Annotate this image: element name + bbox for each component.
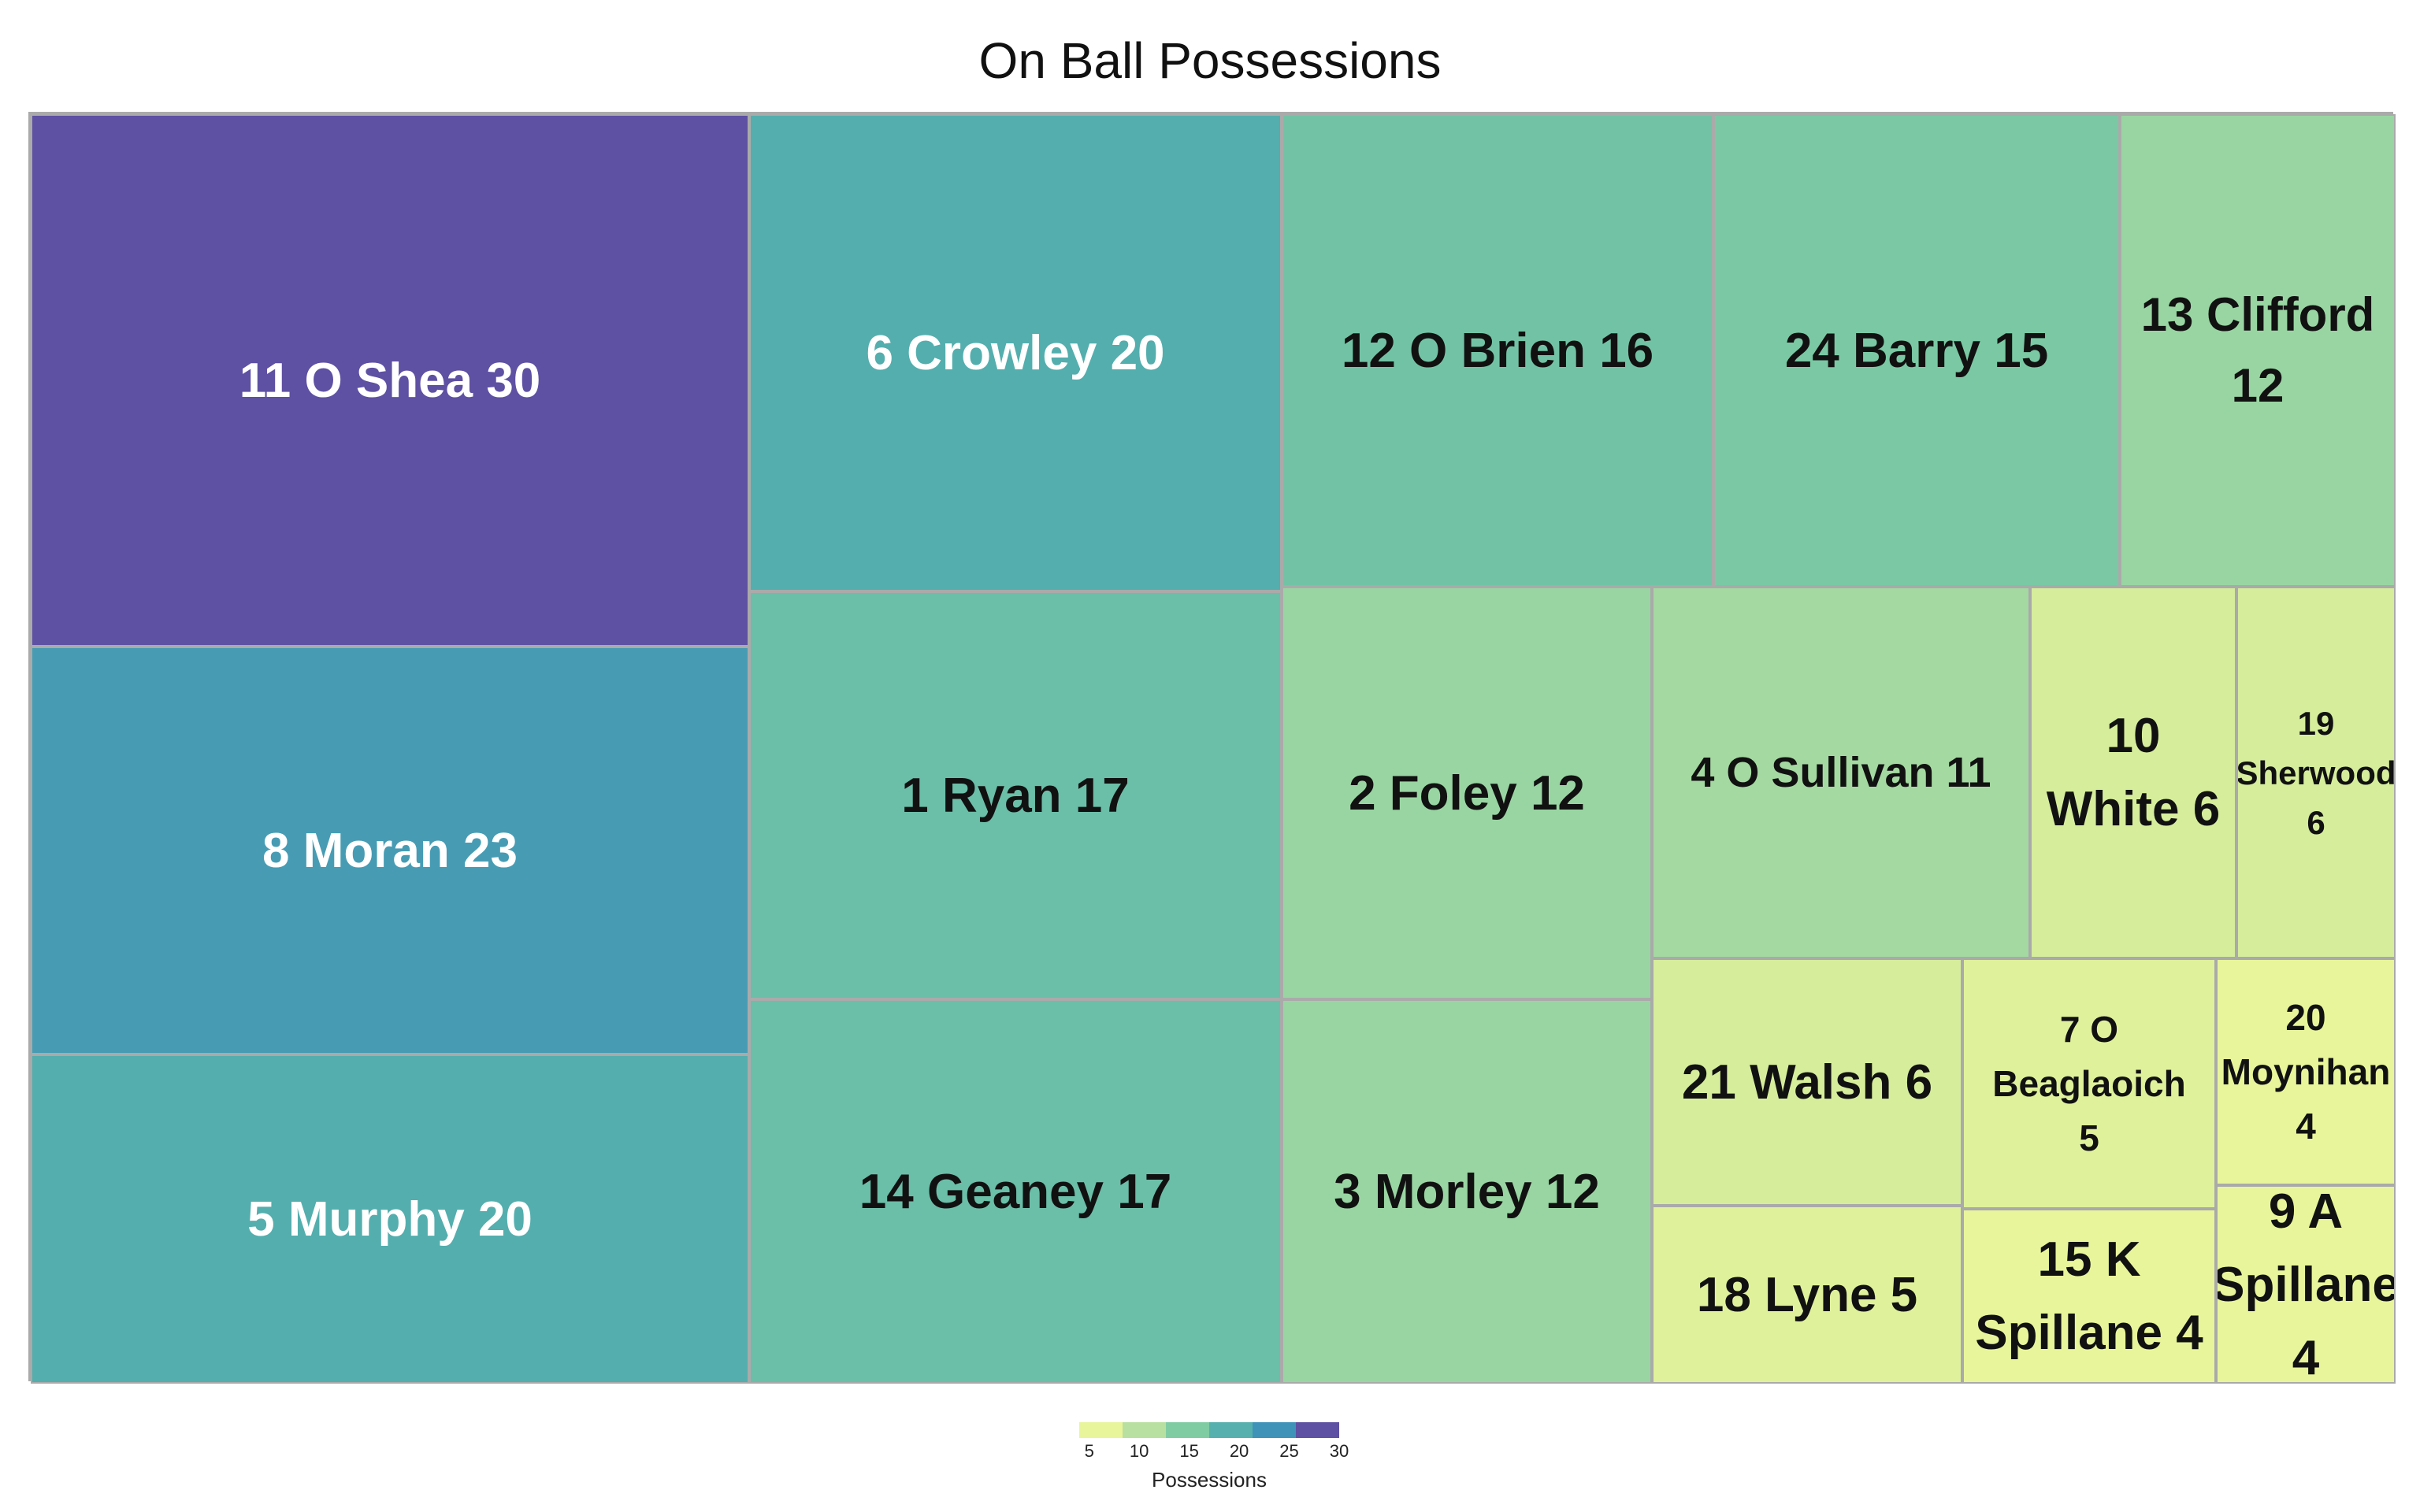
- legend-ticks: 5 10 15 20 25 30: [1079, 1441, 1349, 1468]
- tile-label: 24 Barry 15: [1784, 323, 2049, 378]
- tile-label: 3 Morley 12: [1334, 1164, 1600, 1219]
- legend-swatch: [1253, 1422, 1296, 1438]
- treemap-tile: 1 Ryan 17: [749, 591, 1282, 999]
- treemap-tile: 12 O Brien 16: [1282, 114, 1713, 587]
- chart-title: On Ball Possessions: [978, 32, 1442, 89]
- legend-tick-label: 20: [1229, 1441, 1249, 1461]
- legend-color-bar: [1079, 1422, 1339, 1438]
- tile-label: 14 Geaney 17: [859, 1164, 1172, 1219]
- legend-swatch: [1166, 1422, 1209, 1438]
- legend-tick-label: 5: [1084, 1441, 1094, 1461]
- treemap-tile: 10 White 6: [2030, 587, 2236, 958]
- treemap-tile: 2 Foley 12: [1282, 587, 1652, 999]
- treemap-tile: 15 K Spillane 4: [1962, 1209, 2216, 1384]
- treemap-tile: 7 O Beaglaoich 5: [1962, 958, 2216, 1209]
- legend-swatch: [1123, 1422, 1166, 1438]
- tile-label: 13 Clifford 12: [2140, 288, 2375, 412]
- treemap-tile: 19 Sherwood 6: [2236, 587, 2396, 958]
- legend-tick-label: 30: [1329, 1441, 1349, 1461]
- legend-tick-label: 15: [1179, 1441, 1199, 1461]
- tile-label: 4 O Sullivan 11: [1691, 748, 1991, 796]
- treemap-tile: 9 A Spillane 4: [2216, 1185, 2396, 1384]
- tile-label: 10 White 6: [2046, 709, 2221, 836]
- tile-label: 7 O Beaglaoich 5: [1992, 1008, 2186, 1158]
- treemap-tile: 21 Walsh 6: [1652, 958, 1962, 1206]
- tile-label: 1 Ryan 17: [901, 768, 1130, 823]
- treemap-tile: 4 O Sullivan 11: [1652, 587, 2030, 958]
- treemap-tile: 8 Moran 23: [31, 647, 749, 1054]
- treemap-tile: 20 Moynihan 4: [2216, 958, 2396, 1185]
- tile-label: 11 O Shea 30: [239, 353, 541, 408]
- treemap-tile: 13 Clifford 12: [2120, 114, 2396, 587]
- tile-label: 6 Crowley 20: [866, 325, 1165, 380]
- tile-label: 5 Murphy 20: [247, 1191, 533, 1247]
- tile-label: 2 Foley 12: [1349, 765, 1585, 821]
- treemap: 11 O Shea 30 8 Moran 23 5 Murphy 20 6 Crowl…: [28, 112, 2396, 1384]
- legend-swatch: [1209, 1422, 1253, 1438]
- treemap-tile: 6 Crowley 20: [749, 114, 1282, 591]
- treemap-tile: 3 Morley 12: [1282, 999, 1652, 1384]
- legend-swatch: [1296, 1422, 1339, 1438]
- treemap-tile: 11 O Shea 30: [31, 114, 749, 647]
- treemap-tile: 5 Murphy 20: [31, 1054, 749, 1384]
- color-legend: 5 10 15 20 25 30 Possessions: [1079, 1422, 1349, 1509]
- tile-label: 21 Walsh 6: [1681, 1054, 1933, 1110]
- treemap-tile: 18 Lyne 5: [1652, 1206, 1962, 1384]
- tile-label: 12 O Brien 16: [1341, 323, 1654, 378]
- tile-label: 8 Moran 23: [262, 823, 518, 878]
- tile-label: 9 A Spillane 4: [2216, 1185, 2396, 1384]
- treemap-tile: 24 Barry 15: [1713, 114, 2120, 587]
- treemap-tile: 14 Geaney 17: [749, 999, 1282, 1384]
- tile-label: 20 Moynihan 4: [2221, 996, 2391, 1147]
- legend-tick-label: 10: [1129, 1441, 1149, 1461]
- legend-tick-label: 25: [1279, 1441, 1299, 1461]
- legend-swatch: [1079, 1422, 1123, 1438]
- tile-label: 18 Lyne 5: [1696, 1267, 1918, 1322]
- tile-label: 19 Sherwood 6: [2236, 704, 2396, 841]
- tile-label: 15 K Spillane 4: [1975, 1232, 2203, 1360]
- legend-title: Possessions: [1152, 1468, 1267, 1492]
